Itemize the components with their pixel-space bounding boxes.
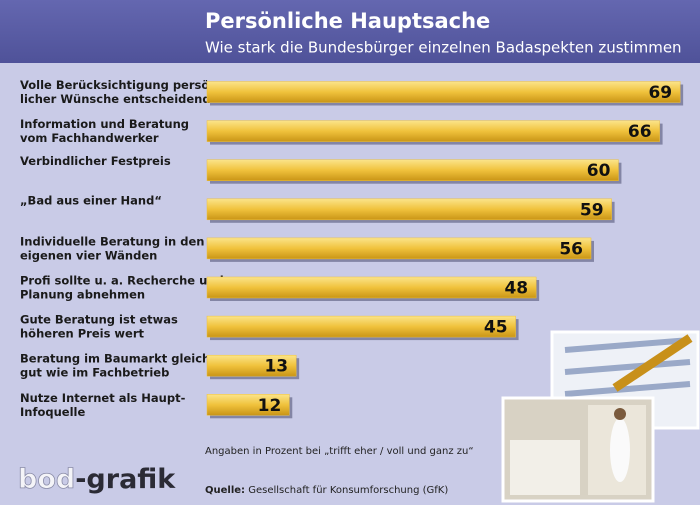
logo-part: -grafik <box>75 464 176 495</box>
category-label: Individuelle Beratung in den eigenen vier… <box>20 234 204 262</box>
bar <box>206 159 619 181</box>
source-text: Gesellschaft für Konsumforschung (GfK) <box>248 485 448 496</box>
bar <box>206 120 660 142</box>
category-line: eigenen vier Wänden <box>20 248 157 262</box>
logo-part: bod <box>18 464 75 495</box>
category-line: vom Fachhandwerker <box>20 131 159 145</box>
category-label: Beratung im Baumarkt gleich gut wie im Fa… <box>20 351 210 379</box>
category-line: Nutze Internet als Haupt- <box>20 390 186 404</box>
value-label: 12 <box>258 396 282 416</box>
source: Quelle: Gesellschaft für Konsumforschung… <box>205 485 448 496</box>
bar <box>206 394 290 416</box>
category-line: Verbindlicher Festpreis <box>20 154 171 168</box>
category-line: „Bad aus einer Hand“ <box>20 193 162 207</box>
category-line: höheren Preis wert <box>20 326 145 340</box>
bar <box>206 198 612 221</box>
header <box>0 0 700 63</box>
source-label: Quelle: <box>205 485 245 496</box>
note: Angaben in Prozent bei „trifft eher / vo… <box>205 446 474 457</box>
category-line: Individuelle Beratung in den <box>20 234 204 248</box>
value-label: 45 <box>484 318 508 338</box>
bar <box>206 315 516 338</box>
category-line: Volle Berücksichtigung persön- <box>20 78 222 92</box>
category-label: Gute Beratung ist etwas höheren Preis wer… <box>20 312 178 340</box>
category-label: „Bad aus einer Hand“ <box>20 193 162 207</box>
value-label: 13 <box>264 357 288 377</box>
category-line: gut wie im Fachbetrieb <box>20 365 169 379</box>
category-line: Infoquelle <box>20 404 85 418</box>
value-label: 59 <box>580 200 604 220</box>
photo-bathroom <box>501 396 655 503</box>
value-label: 69 <box>648 83 672 103</box>
category-label: Verbindlicher Festpreis <box>20 154 171 168</box>
category-line: Profi sollte u. a. Recherche und <box>20 273 224 287</box>
category-label: Volle Berücksichtigung persön-licher Wün… <box>20 78 222 106</box>
value-label: 60 <box>587 161 611 181</box>
category-line: Planung abnehmen <box>20 287 145 301</box>
category-line: Gute Beratung ist etwas <box>20 312 178 326</box>
bar <box>206 354 297 377</box>
chart-subtitle: Wie stark die Bundesbürger einzelnen Bad… <box>205 39 682 57</box>
category-label: Information und Beratung vom Fachhandwerk… <box>20 117 189 145</box>
value-label: 56 <box>559 239 583 259</box>
value-label: 66 <box>628 122 652 142</box>
category-line: Information und Beratung <box>20 117 189 131</box>
bar <box>206 81 681 103</box>
bar <box>206 237 592 260</box>
category-label: Nutze Internet als Haupt-Infoquelle <box>20 390 186 418</box>
category-line: Beratung im Baumarkt gleich <box>20 351 210 365</box>
value-label: 48 <box>504 279 528 299</box>
category-label: Profi sollte u. a. Recherche und Planung … <box>20 273 224 301</box>
category-line: licher Wünsche entscheidend <box>20 92 211 106</box>
bar <box>206 276 537 299</box>
chart-title: Persönliche Hauptsache <box>205 9 490 33</box>
logo: bod-grafik <box>18 464 176 495</box>
